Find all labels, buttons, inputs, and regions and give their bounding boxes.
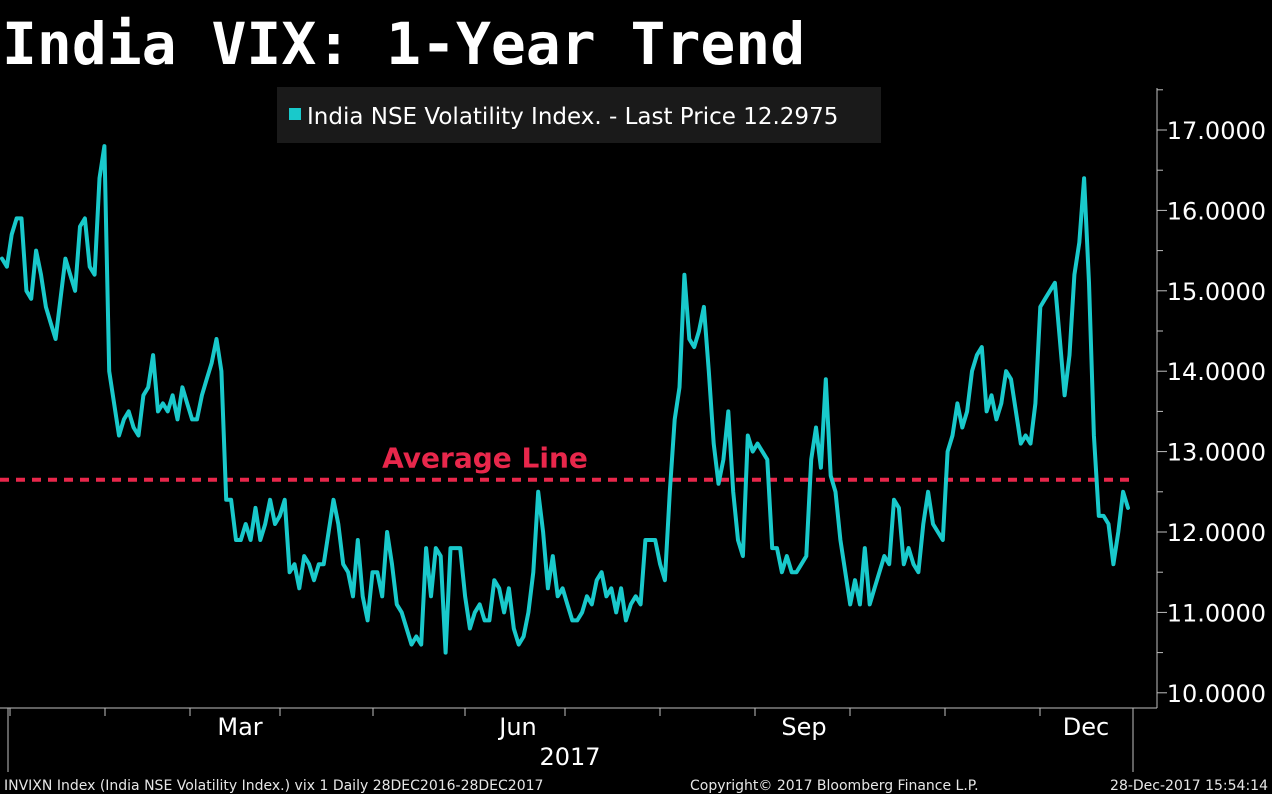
legend-box xyxy=(277,87,881,143)
axes: 17.0000 16.0000 15.0000 14.0000 13.0000 12.00… xyxy=(0,88,1266,772)
average-line-layer: Average Line xyxy=(0,442,1130,482)
y-tick-label: 10.0000 xyxy=(1167,680,1266,708)
footer-right: 28-Dec-2017 15:54:14 xyxy=(1110,778,1268,794)
footer-left: INVIXN Index (India NSE Volatility Index… xyxy=(4,778,543,794)
legend: India NSE Volatility Index. - Last Price… xyxy=(277,87,881,143)
y-tick-label: 16.0000 xyxy=(1167,197,1266,225)
x-year-label: 2017 xyxy=(539,743,600,771)
x-tick-label: Sep xyxy=(781,713,826,741)
x-tick-label: Dec xyxy=(1063,713,1109,741)
footer-center: Copyright© 2017 Bloomberg Finance L.P. xyxy=(690,778,979,794)
y-tick-label: 11.0000 xyxy=(1167,599,1266,627)
series-layer xyxy=(0,144,1130,655)
average-line-label: Average Line xyxy=(382,442,588,475)
x-tick-label: Jun xyxy=(497,713,537,741)
series-line xyxy=(0,144,1130,655)
x-tick-label: Mar xyxy=(217,713,262,741)
chart-title: India VIX: 1-Year Trend xyxy=(2,10,805,78)
y-tick-label: 14.0000 xyxy=(1167,358,1266,386)
legend-swatch xyxy=(289,108,301,120)
footer: INVIXN Index (India NSE Volatility Index… xyxy=(4,778,1268,794)
y-tick-label: 13.0000 xyxy=(1167,439,1266,467)
y-tick-label: 12.0000 xyxy=(1167,519,1266,547)
y-tick-label: 17.0000 xyxy=(1167,117,1266,145)
y-tick-label: 15.0000 xyxy=(1167,278,1266,306)
legend-label: India NSE Volatility Index. - Last Price… xyxy=(307,104,838,130)
